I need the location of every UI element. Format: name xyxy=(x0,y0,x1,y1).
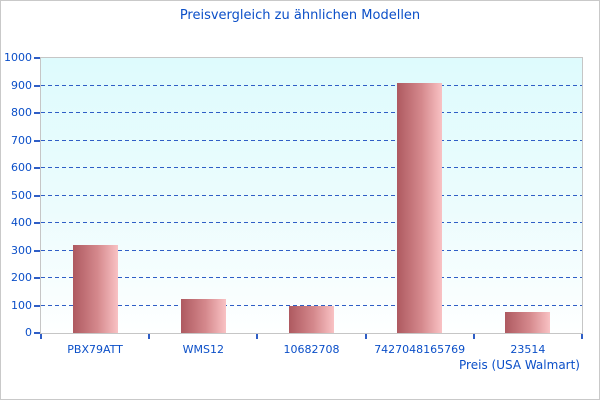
y-tick-mark xyxy=(34,222,40,224)
x-tick-mark xyxy=(40,334,42,339)
y-tick-mark xyxy=(34,249,40,252)
h-gridline xyxy=(41,222,582,223)
x-tick-label: 23514 xyxy=(510,343,546,356)
bar-23514 xyxy=(505,312,551,333)
bar-WMS12 xyxy=(180,298,226,333)
bar-PBX79ATT xyxy=(72,245,118,333)
h-gridline xyxy=(41,194,582,196)
h-gridline xyxy=(41,139,582,141)
plot-area xyxy=(40,57,583,334)
y-tick-label: 900 xyxy=(11,78,32,92)
y-tick-mark xyxy=(34,167,40,169)
x-tick-mark xyxy=(472,334,475,339)
x-tick-mark xyxy=(364,334,367,339)
y-tick-label: 300 xyxy=(11,243,32,257)
y-tick-label: 600 xyxy=(11,161,32,174)
y-tick-label: 500 xyxy=(11,188,32,202)
y-tick-mark xyxy=(34,139,40,142)
y-tick-mark xyxy=(34,57,40,59)
h-gridline xyxy=(41,167,582,168)
x-tick-mark xyxy=(148,334,151,339)
x-tick-mark xyxy=(581,334,583,339)
x-axis-title: Preis (USA Walmart) xyxy=(459,358,580,372)
chart-title: Preisvergleich zu ähnlichen Modellen xyxy=(179,8,421,23)
h-gridline xyxy=(41,304,582,306)
y-tick-label: 700 xyxy=(11,133,32,147)
y-tick-mark xyxy=(34,194,40,197)
y-tick-label: 400 xyxy=(11,216,32,229)
x-tick-label: 10682708 xyxy=(283,343,340,356)
bar-10682708 xyxy=(289,305,334,333)
bar-7427048165769 xyxy=(397,83,443,333)
y-tick-mark xyxy=(34,84,40,87)
y-tick-label: 800 xyxy=(11,106,32,119)
y-tick-label: 0 xyxy=(25,326,32,339)
y-tick-mark xyxy=(34,277,40,279)
h-gridline xyxy=(41,277,582,278)
y-tick-mark xyxy=(34,304,40,307)
x-tick-label: PBX79ATT xyxy=(67,343,123,356)
y-tick-mark xyxy=(34,112,40,114)
y-tick-label: 100 xyxy=(11,298,32,312)
h-gridline xyxy=(41,112,582,113)
h-gridline xyxy=(41,249,582,251)
y-tick-mark xyxy=(34,332,40,334)
x-tick-label: 7427048165769 xyxy=(374,343,466,356)
x-tick-mark xyxy=(256,334,259,339)
y-tick-label: 200 xyxy=(11,271,32,284)
x-tick-label: WMS12 xyxy=(182,343,224,356)
y-tick-label: 1000 xyxy=(4,51,32,64)
h-gridline xyxy=(41,84,582,86)
